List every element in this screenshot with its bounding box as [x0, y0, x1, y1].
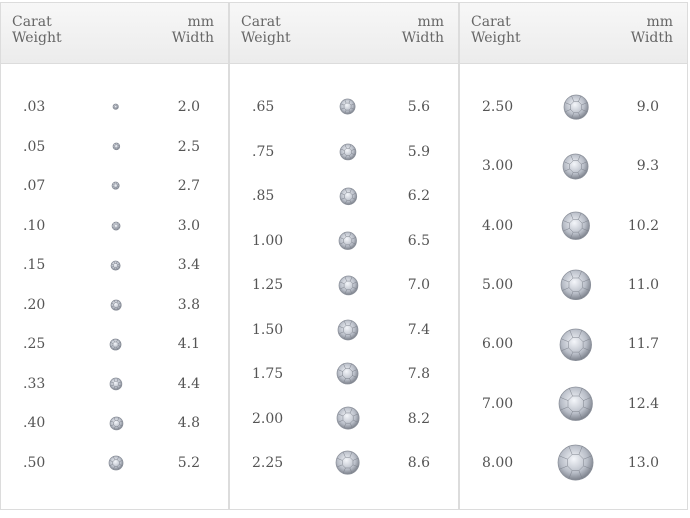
- mm-value: 8.2: [407, 410, 430, 427]
- diamond-icon: [337, 363, 359, 385]
- carat-header: Carat Weight: [471, 14, 521, 46]
- mm-value: 13.0: [627, 455, 659, 471]
- mm-value: 2.5: [177, 138, 200, 155]
- carat-value: .65: [252, 99, 275, 115]
- diamond-icon: [110, 299, 122, 311]
- panel-header: Carat Weight mm Width: [1, 3, 228, 64]
- carat-value: .40: [23, 415, 46, 432]
- carat-value: 1.25: [252, 277, 284, 293]
- diamond-icon: [558, 386, 594, 421]
- carat-value: 4.00: [482, 217, 514, 234]
- carat-value: 8.00: [482, 455, 514, 471]
- diamond-icon: [338, 231, 358, 250]
- carat-value: .07: [23, 178, 46, 195]
- mm-value: 8.6: [407, 455, 430, 471]
- carat-value: .25: [23, 336, 46, 353]
- carat-header: Carat Weight: [12, 14, 62, 46]
- carat-value: 6.00: [482, 336, 514, 353]
- mm-value: 6.2: [407, 188, 430, 204]
- mm-value: 7.0: [407, 277, 430, 293]
- mm-value: 2.0: [177, 99, 200, 115]
- mm-header: mm Width: [401, 14, 444, 46]
- carat-value: .15: [23, 257, 46, 274]
- diamond-icon: [337, 319, 359, 340]
- carat-header: Carat Weight: [241, 14, 291, 46]
- diamond-icon: [336, 407, 360, 430]
- diamond-icon: [340, 99, 356, 115]
- carat-value: .75: [252, 143, 275, 160]
- carat-value: .33: [23, 375, 46, 392]
- diamond-icon: [558, 445, 594, 481]
- diamond-icon: [109, 416, 123, 431]
- carat-value: .85: [252, 188, 275, 204]
- diamond-icon: [109, 377, 123, 391]
- mm-value: 10.2: [627, 217, 659, 234]
- size-panel: Carat Weight mm Width .65 5.6 .75 5.9 .85 6.2…: [229, 2, 459, 510]
- mm-value: 5.9: [407, 143, 430, 160]
- size-panel: Carat Weight mm Width .03 2.0 .05 2.5 .07 2.7…: [0, 2, 229, 510]
- carat-value: 1.00: [252, 232, 284, 249]
- diamond-icon: [112, 142, 120, 151]
- carat-value: 5.00: [482, 277, 514, 293]
- mm-value: 4.1: [177, 336, 200, 353]
- carat-value: .10: [23, 217, 46, 234]
- diamond-icon: [108, 455, 124, 471]
- mm-value: 4.4: [177, 375, 200, 392]
- carat-value: .03: [23, 99, 46, 115]
- mm-value: 12.4: [627, 395, 659, 412]
- diamond-icon: [110, 338, 122, 351]
- mm-value: 5.6: [407, 99, 430, 115]
- mm-value: 3.0: [177, 217, 200, 234]
- diamond-icon: [336, 451, 360, 475]
- diamond-icon: [559, 328, 593, 361]
- carat-value: .05: [23, 138, 46, 155]
- carat-value: 3.00: [482, 158, 514, 175]
- mm-value: 7.4: [407, 321, 430, 338]
- mm-value: 4.8: [177, 415, 200, 432]
- panel-header: Carat Weight mm Width: [460, 3, 687, 64]
- mm-value: 11.0: [627, 277, 659, 293]
- carat-value: .20: [23, 296, 46, 313]
- panel-header: Carat Weight mm Width: [230, 3, 458, 64]
- diamond-icon: [563, 94, 589, 120]
- diamond-icon: [339, 143, 357, 160]
- carat-value: 7.00: [482, 395, 514, 412]
- diamond-icon: [561, 211, 591, 240]
- mm-value: 7.8: [407, 366, 430, 382]
- carat-value: 1.50: [252, 321, 284, 338]
- diamond-icon: [111, 221, 121, 231]
- carat-value: 2.25: [252, 455, 284, 471]
- mm-value: 3.8: [177, 296, 200, 313]
- mm-value: 6.5: [407, 232, 430, 249]
- diamond-icon: [112, 103, 120, 111]
- mm-header: mm Width: [630, 14, 673, 46]
- mm-value: 2.7: [177, 178, 200, 195]
- mm-value: 5.2: [177, 455, 200, 471]
- size-panel: Carat Weight mm Width 2.50 9.0 3.00 9.3 4.00…: [459, 2, 688, 510]
- mm-value: 9.3: [636, 158, 659, 175]
- diamond-icon: [560, 269, 592, 301]
- diamond-icon: [563, 153, 589, 180]
- carat-value: 1.75: [252, 366, 284, 382]
- carat-value: 2.00: [252, 410, 284, 427]
- diamond-icon: [338, 275, 358, 295]
- mm-value: 3.4: [177, 257, 200, 274]
- mm-value: 11.7: [627, 336, 659, 353]
- mm-header: mm Width: [171, 14, 214, 46]
- diamond-icon: [111, 182, 120, 191]
- mm-value: 9.0: [636, 99, 659, 115]
- diamond-icon: [111, 260, 121, 271]
- carat-value: 2.50: [482, 99, 514, 115]
- diamond-icon: [339, 187, 357, 205]
- carat-value: .50: [23, 455, 46, 471]
